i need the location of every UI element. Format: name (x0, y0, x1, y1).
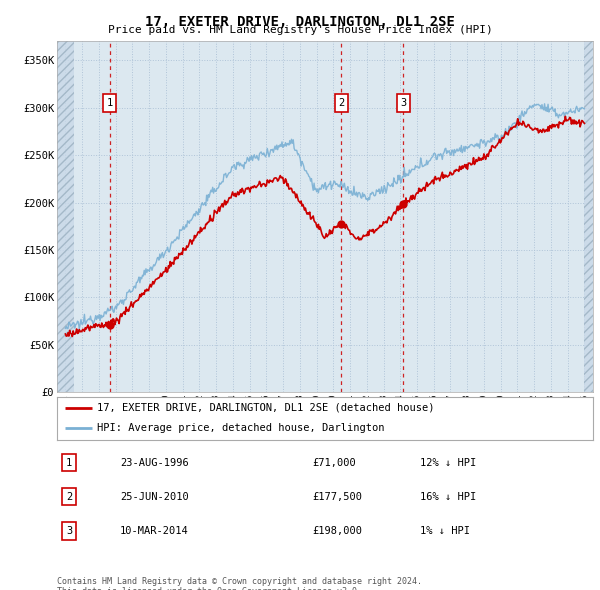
Text: 10-MAR-2014: 10-MAR-2014 (120, 526, 189, 536)
Bar (57, 41, 74, 392)
Text: 1% ↓ HPI: 1% ↓ HPI (420, 526, 470, 536)
Text: 2: 2 (338, 98, 344, 108)
Text: 1: 1 (106, 98, 113, 108)
Text: Contains HM Land Registry data © Crown copyright and database right 2024.
This d: Contains HM Land Registry data © Crown c… (57, 577, 422, 590)
Text: 17, EXETER DRIVE, DARLINGTON, DL1 2SE: 17, EXETER DRIVE, DARLINGTON, DL1 2SE (145, 15, 455, 29)
Bar (584, 41, 593, 392)
Text: Price paid vs. HM Land Registry's House Price Index (HPI): Price paid vs. HM Land Registry's House … (107, 25, 493, 35)
Text: £71,000: £71,000 (312, 458, 356, 467)
Text: 1: 1 (66, 458, 72, 467)
Text: 2: 2 (66, 492, 72, 502)
Text: HPI: Average price, detached house, Darlington: HPI: Average price, detached house, Darl… (97, 423, 385, 433)
Text: £198,000: £198,000 (312, 526, 362, 536)
Text: 12% ↓ HPI: 12% ↓ HPI (420, 458, 476, 467)
Text: 23-AUG-1996: 23-AUG-1996 (120, 458, 189, 467)
Text: 3: 3 (400, 98, 407, 108)
Text: 16% ↓ HPI: 16% ↓ HPI (420, 492, 476, 502)
Text: 3: 3 (66, 526, 72, 536)
Text: 17, EXETER DRIVE, DARLINGTON, DL1 2SE (detached house): 17, EXETER DRIVE, DARLINGTON, DL1 2SE (d… (97, 403, 434, 412)
Text: £177,500: £177,500 (312, 492, 362, 502)
Text: 25-JUN-2010: 25-JUN-2010 (120, 492, 189, 502)
